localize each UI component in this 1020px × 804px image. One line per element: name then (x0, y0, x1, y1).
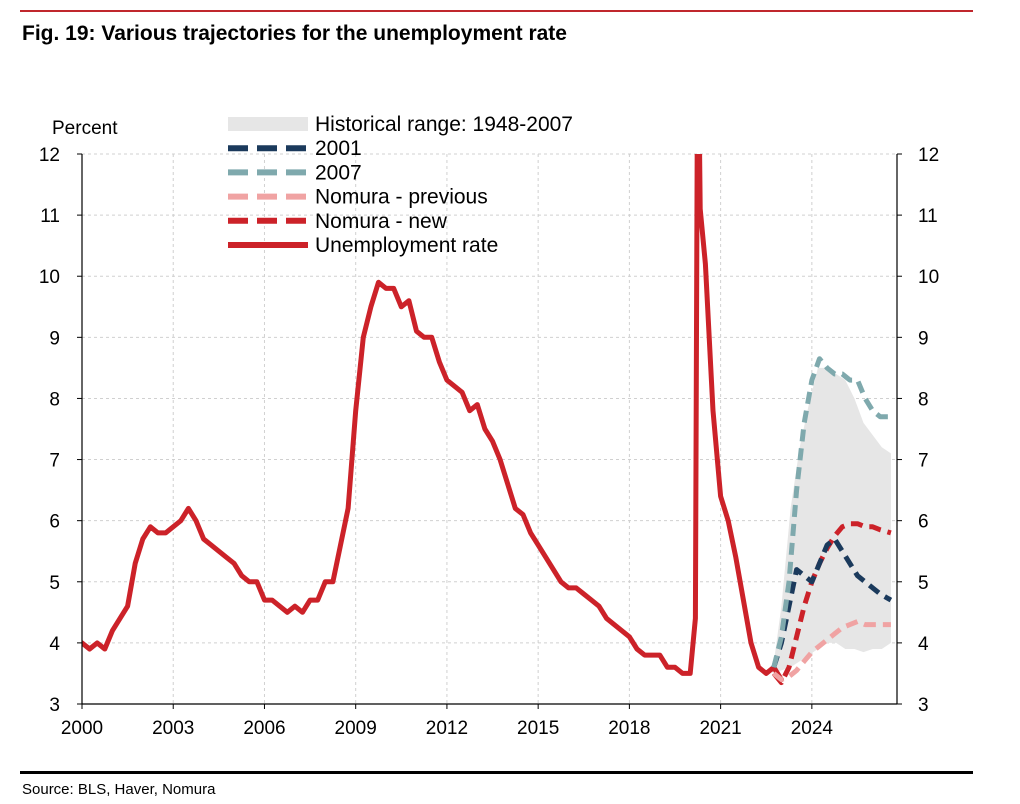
y-tick-label-right: 3 (918, 695, 929, 716)
y-tick-label-left: 7 (49, 451, 60, 472)
legend-item-nomura-previous: Nomura - previous (228, 186, 488, 209)
y-tick-label-right: 6 (918, 512, 929, 533)
source-rule (20, 771, 973, 774)
legend-item-unemployment-rate: Unemployment rate (228, 234, 498, 257)
legend-item-s2001: 2001 (228, 137, 362, 160)
x-tick-label: 2006 (243, 718, 285, 739)
source-note: Source: BLS, Haver, Nomura (22, 781, 216, 798)
x-tick-label: 2024 (791, 718, 834, 739)
y-tick-label-right: 4 (918, 634, 929, 655)
x-tick-label: 2009 (335, 718, 377, 739)
legend-item-historical-range: Historical range: 1948-2007 (228, 113, 573, 136)
title-rule (20, 10, 973, 12)
legend-item-nomura-new: Nomura - new (228, 210, 448, 233)
historical-range-band (772, 367, 891, 674)
y-tick-label-left: 10 (39, 267, 60, 288)
y-tick-label-left: 4 (49, 634, 60, 655)
unemployment-chart: 3 3 4 4 5 5 6 6 7 7 8 8 9 9 10 10 11 11 12 12 2000 2003 2006 20… (39, 113, 939, 739)
legend-swatch (228, 117, 308, 131)
legend-item-s2007: 2007 (228, 161, 362, 184)
legend-label: Unemployment rate (315, 234, 498, 257)
y-tick-label-left: 8 (49, 389, 60, 410)
y-tick-label-right: 12 (918, 145, 939, 166)
figure-title: Fig. 19: Various trajectories for the un… (22, 22, 567, 45)
y-tick-label-left: 9 (49, 328, 60, 349)
series-line-nomura-new (771, 521, 892, 686)
legend-label: Nomura - new (315, 210, 448, 233)
y-tick-label-right: 11 (918, 206, 938, 227)
legend-label: 2001 (315, 137, 362, 160)
y-tick-label-right: 8 (918, 389, 929, 410)
legend-label: Nomura - previous (315, 186, 488, 209)
series-line-s2001 (771, 536, 893, 669)
series-layer (82, 154, 893, 686)
y-tick-label-left: 11 (40, 206, 60, 227)
y-tick-label-right: 5 (918, 573, 929, 594)
x-tick-label: 2018 (608, 718, 650, 739)
x-tick-label: 2021 (699, 718, 741, 739)
y-tick-label-right: 7 (918, 451, 929, 472)
x-tick-label: 2015 (517, 718, 559, 739)
y-tick-label-left: 12 (39, 145, 60, 166)
series-line-nomura-previous (772, 619, 891, 683)
y-tick-label-left: 3 (49, 695, 60, 716)
x-tick-label: 2000 (61, 718, 103, 739)
y-axis-label: Percent (52, 118, 118, 139)
y-tick-label-right: 10 (918, 267, 939, 288)
legend-label: Historical range: 1948-2007 (315, 113, 573, 136)
series-line-unemployment-rate (82, 154, 784, 683)
series-line-s2007 (771, 356, 891, 668)
y-tick-label-left: 6 (49, 512, 60, 533)
historical-range-band-layer (772, 367, 891, 674)
x-tick-label: 2003 (152, 718, 194, 739)
legend: Historical range: 1948-200720012007Nomur… (228, 113, 573, 257)
axes: 3 3 4 4 5 5 6 6 7 7 8 8 9 9 10 10 11 11 12 12 2000 2003 2006 20… (39, 145, 939, 739)
y-tick-label-right: 9 (918, 328, 929, 349)
legend-label: 2007 (315, 161, 362, 184)
y-tick-label-left: 5 (49, 573, 60, 594)
x-tick-label: 2012 (426, 718, 468, 739)
